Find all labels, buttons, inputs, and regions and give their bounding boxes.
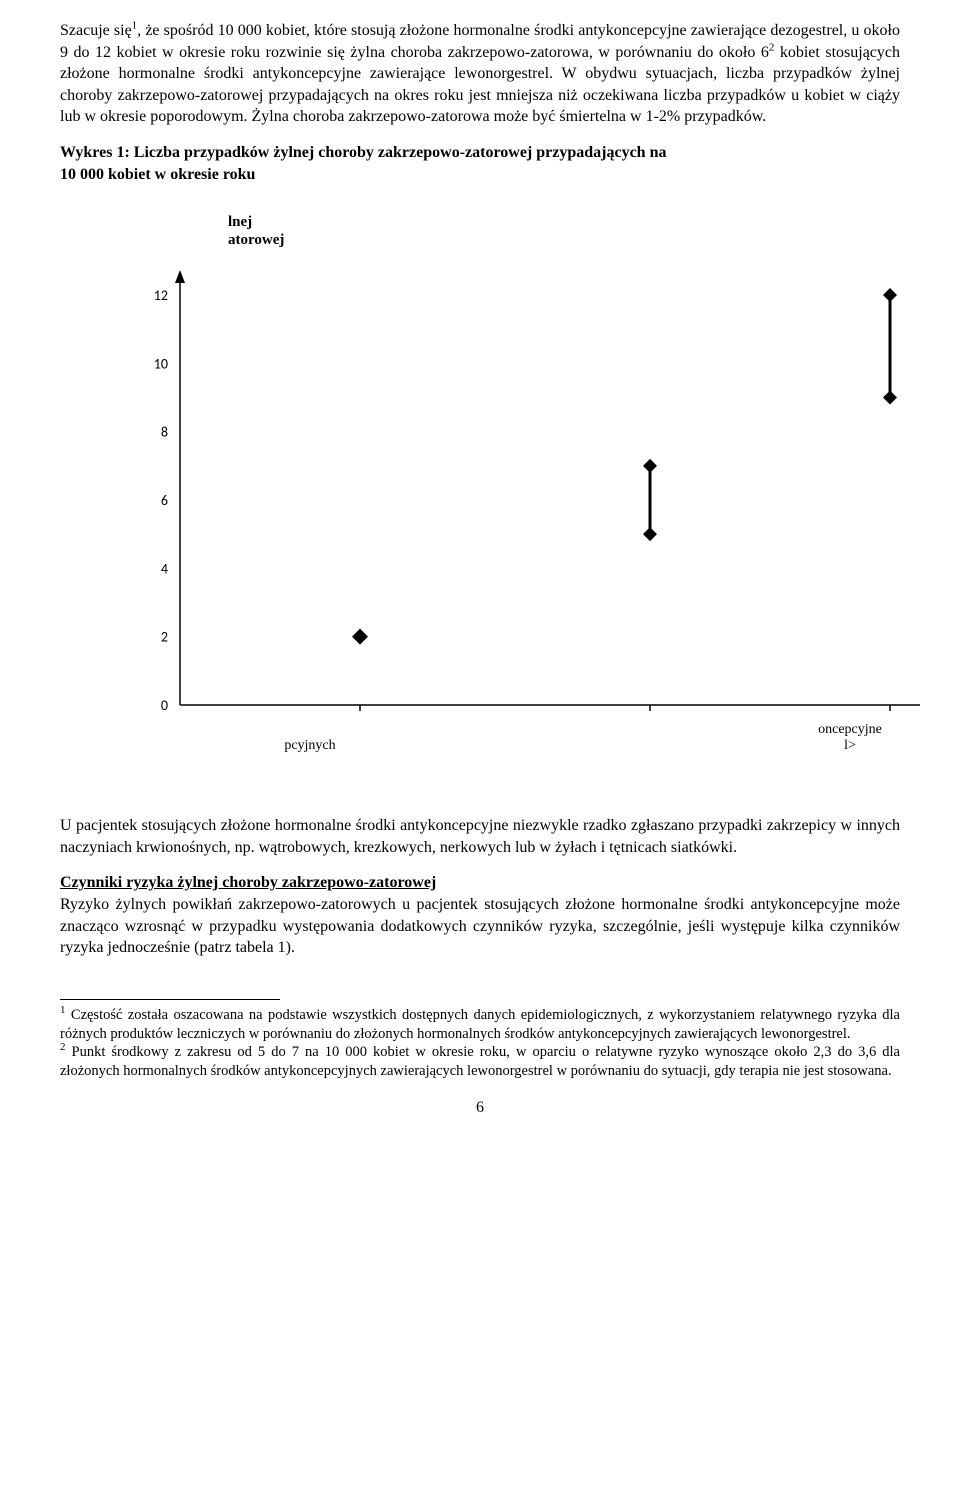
svg-text:12: 12 — [154, 287, 168, 304]
chart-svg: 0 2 4 6 8 10 12 — [120, 265, 920, 735]
footnote-divider — [60, 999, 280, 1000]
chart-y-axis-label-a: lnej — [228, 214, 252, 230]
chart-y-axis-label: lnej atorowej — [228, 213, 284, 249]
chart-x-label-3b: l> — [844, 738, 856, 753]
svg-text:2: 2 — [161, 629, 168, 646]
subheading-risk-factors: Czynniki ryzyka żylnej choroby zakrzepow… — [60, 872, 900, 894]
chart-container: lnej atorowej 0 2 4 6 8 10 12 pcyjnych oncepcy… — [60, 195, 900, 775]
chart-heading: Wykres 1: Liczba przypadków żylnej choro… — [60, 142, 900, 185]
paragraph-3: Ryzyko żylnych powikłań zakrzepowo-zator… — [60, 894, 900, 959]
svg-text:4: 4 — [161, 560, 168, 577]
page-number: 6 — [60, 1097, 900, 1119]
paragraph-1: Szacuje się1, że spośród 10 000 kobiet, … — [60, 20, 900, 128]
paragraph-2: U pacjentek stosujących złożone hormonal… — [60, 815, 900, 858]
chart-x-label-3: oncepcyjne l> — [780, 722, 920, 756]
svg-text:10: 10 — [154, 355, 168, 372]
chart-y-axis-label-b: atorowej — [228, 232, 284, 248]
footnote-1: 1 Częstość została oszacowana na podstaw… — [60, 1006, 900, 1044]
chart-x-label-3a: oncepcyjne — [818, 722, 882, 737]
svg-text:6: 6 — [161, 492, 168, 509]
subheading-text: Czynniki ryzyka żylnej choroby zakrzepow… — [60, 874, 436, 891]
chart-heading-line2: 10 000 kobiet w okresie roku — [60, 166, 255, 183]
svg-text:0: 0 — [161, 697, 168, 714]
chart-heading-line1: Wykres 1: Liczba przypadków żylnej choro… — [60, 144, 666, 161]
footnote-2: 2 Punkt środkowy z zakresu od 5 do 7 na … — [60, 1043, 900, 1081]
svg-text:8: 8 — [161, 424, 168, 441]
chart-x-label-1: pcyjnych — [250, 738, 370, 755]
